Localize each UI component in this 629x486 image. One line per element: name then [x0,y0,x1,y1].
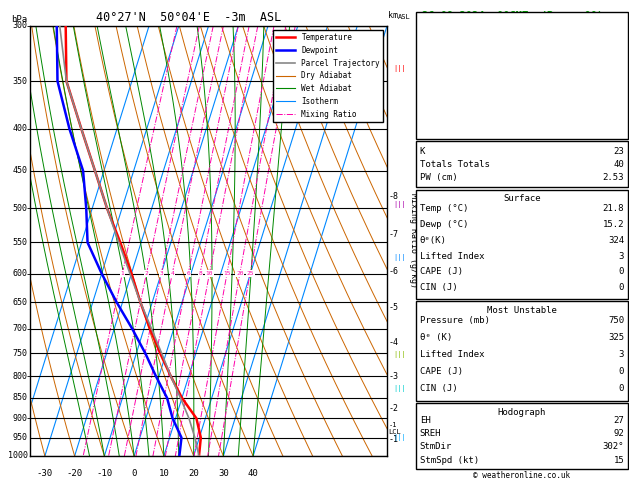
Text: kt: kt [433,18,441,24]
Text: Totals Totals: Totals Totals [420,160,489,169]
Text: -10: -10 [96,469,113,478]
Text: 350: 350 [13,77,28,86]
Text: 21.8: 21.8 [603,204,624,213]
Text: 0: 0 [619,384,624,393]
Text: 15.2: 15.2 [603,220,624,229]
Text: 23: 23 [613,147,624,156]
Text: © weatheronline.co.uk: © weatheronline.co.uk [474,471,571,480]
Text: CIN (J): CIN (J) [420,384,457,393]
Text: Most Unstable: Most Unstable [487,306,557,315]
Text: EH: EH [420,416,430,425]
Text: 600: 600 [13,269,28,278]
Text: -1
LCL: -1 LCL [389,422,401,435]
Text: 40: 40 [613,160,624,169]
Text: 0: 0 [619,267,624,277]
Text: 0: 0 [131,469,137,478]
Text: Pressure (mb): Pressure (mb) [420,316,489,325]
Text: 10: 10 [159,469,169,478]
Text: 92: 92 [613,429,624,438]
Text: -30: -30 [37,469,53,478]
Text: 400: 400 [13,124,28,133]
Text: 20: 20 [188,469,199,478]
Text: CAPE (J): CAPE (J) [420,267,463,277]
Text: 0: 0 [619,367,624,376]
Text: θᵉ(K): θᵉ(K) [420,236,447,245]
Text: 26.09.2024  00GMT  (Base: 00): 26.09.2024 00GMT (Base: 00) [422,11,603,21]
Text: |||: ||| [393,65,406,71]
Text: 324: 324 [608,236,624,245]
Text: 27: 27 [613,416,624,425]
Text: 0: 0 [619,283,624,292]
Text: 800: 800 [13,372,28,381]
Text: 950: 950 [13,433,28,442]
Text: -3: -3 [389,372,399,381]
Text: ASL: ASL [398,14,410,20]
Text: $\circledast$: $\circledast$ [498,111,506,120]
Text: |||: ||| [393,434,406,441]
Text: Hodograph: Hodograph [498,408,546,417]
Text: 40°27'N  50°04'E  -3m  ASL: 40°27'N 50°04'E -3m ASL [96,11,281,24]
Text: -8: -8 [389,191,399,201]
Text: 30: 30 [218,469,229,478]
Text: 3: 3 [619,252,624,260]
Text: 10: 10 [206,271,213,276]
Text: km: km [389,11,399,20]
Text: CAPE (J): CAPE (J) [420,367,463,376]
Text: -7: -7 [389,230,399,239]
Text: 20: 20 [236,271,243,276]
Text: 3: 3 [619,350,624,359]
Text: 4: 4 [170,271,174,276]
Text: 3: 3 [160,271,164,276]
Text: θᵉ (K): θᵉ (K) [420,333,452,342]
Text: 300: 300 [13,21,28,31]
Text: Temp (°C): Temp (°C) [420,204,468,213]
Text: K: K [420,147,425,156]
Text: 40: 40 [248,469,259,478]
Text: 25: 25 [247,271,254,276]
Text: 750: 750 [13,349,28,358]
Text: 15: 15 [613,456,624,465]
Text: 900: 900 [13,414,28,423]
Text: SREH: SREH [420,429,442,438]
Legend: Temperature, Dewpoint, Parcel Trajectory, Dry Adiabat, Wet Adiabat, Isotherm, Mi: Temperature, Dewpoint, Parcel Trajectory… [273,30,383,122]
Text: 550: 550 [13,238,28,247]
Text: 450: 450 [13,166,28,175]
Text: PW (cm): PW (cm) [420,173,457,182]
Text: Dewp (°C): Dewp (°C) [420,220,468,229]
Text: 850: 850 [13,394,28,402]
Text: -5: -5 [389,303,399,312]
Text: 2.53: 2.53 [603,173,624,182]
Text: -20: -20 [67,469,82,478]
Text: |||: ||| [393,201,406,208]
Text: 700: 700 [13,324,28,333]
Text: hPa: hPa [11,15,27,23]
Text: Lifted Index: Lifted Index [420,252,484,260]
Text: CIN (J): CIN (J) [420,283,457,292]
Text: 1000: 1000 [8,451,28,461]
Text: 1: 1 [121,271,125,276]
Text: Surface: Surface [503,194,541,204]
Text: |||: ||| [393,351,406,358]
Text: 6: 6 [186,271,190,276]
Text: 325: 325 [608,333,624,342]
Text: -6: -6 [389,267,399,276]
Text: -1: -1 [389,435,399,444]
Text: -4: -4 [389,338,399,347]
Text: $\circledast$: $\circledast$ [475,99,484,110]
Text: 750: 750 [608,316,624,325]
Text: 650: 650 [13,297,28,307]
Text: 2: 2 [145,271,148,276]
Text: 302°: 302° [603,442,624,451]
Text: -2: -2 [389,404,399,413]
Text: |||: ||| [393,254,406,261]
Text: Mixing Ratio (g/kg): Mixing Ratio (g/kg) [409,193,418,289]
Text: StmSpd (kt): StmSpd (kt) [420,456,479,465]
Text: StmDir: StmDir [420,442,452,451]
Text: |||: ||| [393,385,406,392]
Text: 500: 500 [13,204,28,213]
Text: 8: 8 [198,271,202,276]
Text: Lifted Index: Lifted Index [420,350,484,359]
Text: 15: 15 [223,271,231,276]
